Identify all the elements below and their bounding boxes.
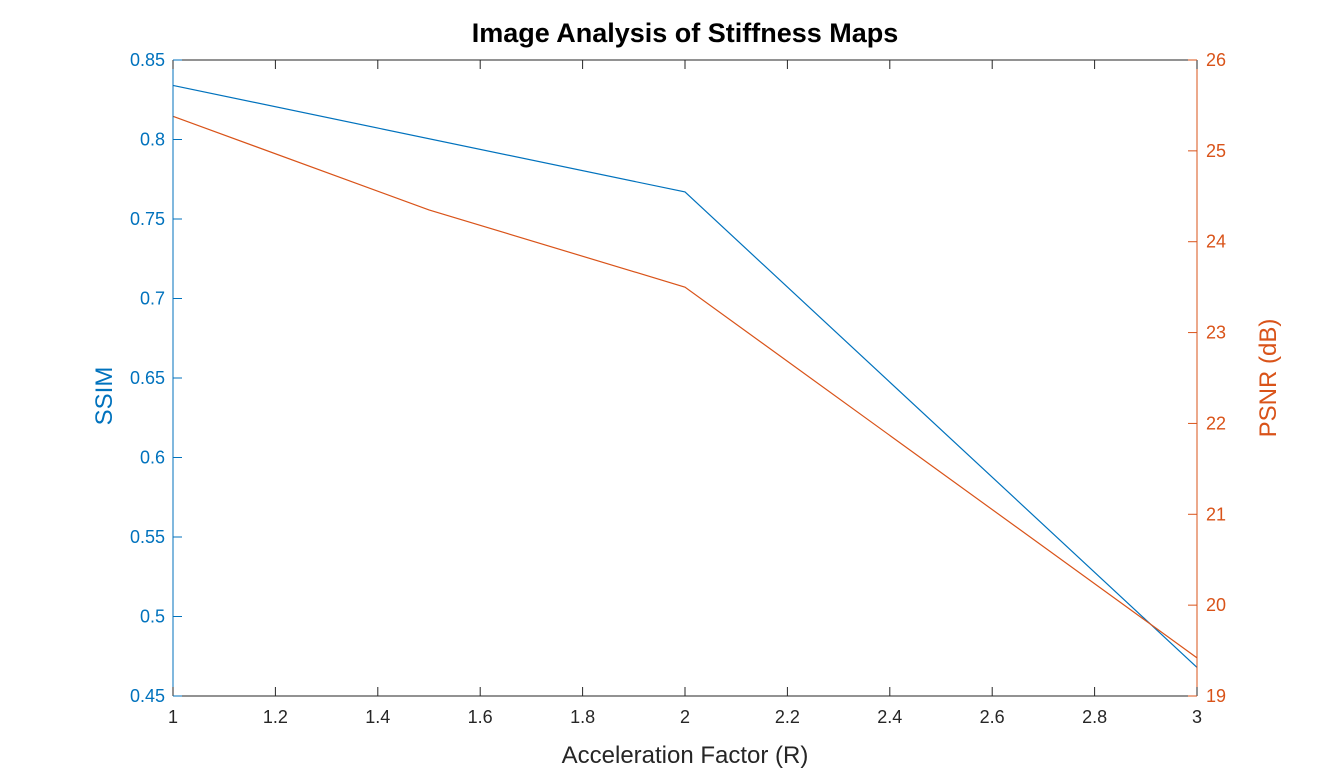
x-tick-label: 1.6 (468, 707, 493, 727)
y-left-tick-label: 0.6 (140, 448, 165, 468)
y-axis-right-title: PSNR (dB) (1255, 319, 1282, 438)
axes-layer: 1 1.2 1.4 1.6 1.8 2 2.2 2.4 2.6 2.8 3 0.45 0.5 0.55 0.… (130, 50, 1226, 727)
y-left-tick-label: 0.8 (140, 130, 165, 150)
y-right-tick-label: 19 (1206, 686, 1226, 706)
x-tick-label: 3 (1192, 707, 1202, 727)
x-axis-title: Acceleration Factor (R) (562, 742, 809, 769)
x-tick-label: 1.2 (263, 707, 288, 727)
x-tick-label: 2.4 (877, 707, 902, 727)
x-tick-label: 2.8 (1082, 707, 1107, 727)
y-right-tick-label: 22 (1206, 413, 1226, 433)
x-tick-label: 1.8 (570, 707, 595, 727)
x-tick-label: 2.2 (775, 707, 800, 727)
y-right-tick-label: 26 (1206, 50, 1226, 70)
series-line-left (172, 84, 1198, 668)
chart-title: Image Analysis of Stiffness Maps (472, 18, 899, 48)
y-left-tick-label: 0.75 (130, 209, 165, 229)
y-left-tick-label: 0.5 (140, 607, 165, 627)
x-tick-label: 2 (680, 707, 690, 727)
x-tick-label: 1.4 (365, 707, 390, 727)
y-left-tick-label: 0.65 (130, 368, 165, 388)
x-tick-label: 2.6 (980, 707, 1005, 727)
y-right-tick-label: 23 (1206, 323, 1226, 343)
y-left-tick-label: 0.7 (140, 289, 165, 309)
y-right-tick-label: 20 (1206, 595, 1226, 615)
y-left-tick-label: 0.85 (130, 50, 165, 70)
y-right-tick-label: 25 (1206, 141, 1226, 161)
y-left-tick-label: 0.55 (130, 527, 165, 547)
x-tick-label: 1 (168, 707, 178, 727)
plot-area (173, 60, 1197, 696)
y-right-tick-label: 24 (1206, 232, 1226, 252)
series-layer (172, 84, 1198, 668)
y-left-tick-label: 0.45 (130, 686, 165, 706)
series-line-right (172, 115, 1198, 659)
y-axis-left-title: SSIM (91, 367, 118, 426)
y-right-tick-label: 21 (1206, 504, 1226, 524)
